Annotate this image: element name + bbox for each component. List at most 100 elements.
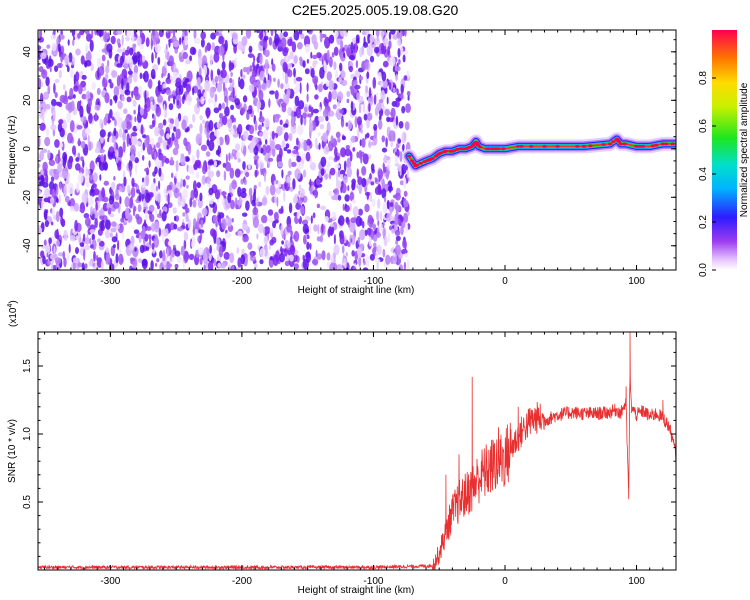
noise-speckle [136, 189, 141, 194]
noise-speckle [174, 47, 178, 54]
noise-speckle [333, 30, 339, 39]
noise-speckle [366, 112, 373, 121]
noise-speckle [45, 127, 50, 137]
noise-speckle [62, 84, 66, 91]
noise-speckle [302, 112, 307, 119]
noise-speckle [345, 122, 349, 127]
noise-speckle [46, 252, 49, 258]
noise-speckle [201, 207, 208, 216]
noise-speckle [51, 98, 57, 107]
noise-speckle [284, 181, 287, 190]
noise-speckle [368, 236, 372, 247]
noise-speckle [228, 60, 232, 72]
noise-speckle [41, 81, 44, 88]
noise-speckle [225, 153, 228, 165]
noise-speckle [99, 174, 102, 181]
noise-speckle [345, 252, 348, 257]
signal-ridge-peak [663, 142, 669, 146]
noise-speckle [319, 32, 323, 43]
noise-speckle [230, 199, 235, 210]
noise-speckle [378, 72, 382, 80]
noise-speckle [204, 79, 210, 92]
noise-speckle [114, 149, 119, 158]
noise-speckle [60, 53, 63, 63]
noise-speckle [147, 234, 152, 240]
noise-speckle [199, 257, 203, 265]
noise-speckle [286, 89, 291, 99]
noise-speckle [366, 71, 370, 79]
noise-speckle [157, 193, 161, 204]
noise-speckle [45, 76, 50, 87]
noise-speckle [248, 143, 252, 151]
noise-speckle [182, 260, 185, 270]
noise-speckle [253, 145, 259, 156]
colorbar-tick-label: 0.0 [698, 263, 709, 277]
noise-speckle [265, 144, 271, 154]
noise-speckle [174, 250, 181, 257]
noise-speckle [202, 90, 205, 95]
noise-speckle [84, 30, 90, 36]
noise-speckle [100, 260, 104, 270]
noise-speckle [306, 234, 310, 240]
noise-speckle [252, 61, 255, 68]
noise-speckle [128, 197, 133, 209]
noise-speckle [176, 99, 180, 106]
noise-speckle [317, 132, 321, 137]
noise-speckle [255, 30, 260, 34]
noise-speckle [230, 104, 235, 111]
noise-speckle [124, 129, 128, 134]
snr-y-multiplier: (x104) [7, 300, 19, 327]
noise-speckle [283, 31, 288, 38]
noise-speckle [109, 146, 114, 153]
noise-speckle [162, 83, 167, 89]
noise-speckle [99, 240, 105, 247]
noise-speckle [201, 119, 206, 125]
noise-speckle [351, 182, 356, 191]
noise-speckle [376, 210, 380, 221]
noise-speckle [341, 79, 348, 87]
noise-speckle [264, 226, 271, 235]
noise-speckle [356, 116, 362, 126]
noise-speckle [316, 203, 321, 209]
noise-speckle [281, 140, 286, 149]
noise-speckle [50, 197, 55, 205]
noise-speckle [369, 253, 375, 261]
noise-speckle [296, 137, 299, 146]
noise-speckle [75, 247, 79, 254]
noise-speckle [377, 198, 381, 209]
noise-speckle [96, 87, 101, 96]
noise-speckle [318, 116, 325, 123]
noise-speckle [311, 259, 319, 265]
noise-speckle [282, 61, 288, 73]
noise-speckle [162, 232, 165, 243]
noise-speckle [401, 248, 408, 255]
noise-speckle [248, 124, 255, 135]
noise-speckle [341, 183, 347, 194]
noise-speckle [388, 130, 396, 142]
noise-speckle [104, 113, 109, 122]
noise-speckle [250, 252, 254, 258]
noise-speckle [407, 95, 410, 101]
noise-speckle [173, 223, 178, 230]
noise-speckle [104, 219, 111, 230]
noise-speckle [173, 95, 176, 105]
noise-speckle [329, 228, 333, 237]
signal-ridge-peak [451, 149, 457, 153]
noise-speckle [284, 260, 290, 267]
noise-speckle [159, 209, 162, 217]
noise-speckle [51, 221, 54, 226]
noise-speckle [215, 221, 218, 228]
noise-speckle [240, 254, 246, 265]
snr-background [38, 332, 676, 570]
noise-speckle [152, 98, 155, 106]
noise-speckle [124, 196, 130, 208]
noise-speckle [115, 253, 119, 264]
noise-speckle [173, 126, 177, 132]
noise-speckle [295, 202, 302, 210]
noise-speckle [370, 163, 375, 172]
noise-speckle [373, 230, 377, 236]
noise-speckle [157, 94, 163, 103]
noise-speckle [93, 188, 100, 196]
noise-speckle [228, 97, 235, 102]
noise-speckle [328, 80, 335, 91]
